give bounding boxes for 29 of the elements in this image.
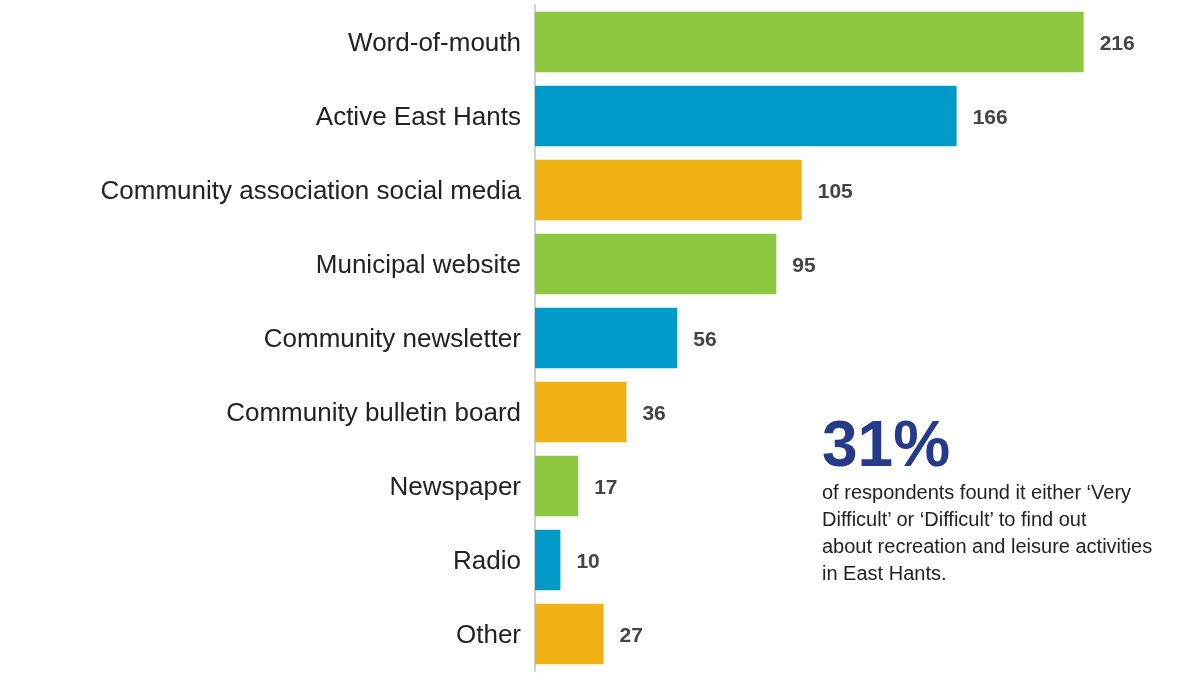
bar [535, 455, 579, 517]
data-label: 36 [642, 400, 666, 424]
annotation: 31% [822, 408, 951, 480]
y-tick-label: Community association social media [100, 175, 522, 205]
data-label: 56 [693, 326, 717, 350]
data-label: 27 [619, 622, 643, 646]
bar [535, 233, 777, 295]
bar [535, 11, 1084, 73]
bar [535, 381, 627, 443]
y-tick-label: Community newsletter [263, 323, 522, 353]
data-label: 10 [576, 548, 600, 572]
data-label: 105 [817, 178, 854, 202]
bar [535, 529, 561, 591]
data-label: 166 [972, 104, 1008, 128]
y-tick-label: Radio [453, 545, 521, 575]
data-label: 17 [594, 474, 618, 498]
bar [535, 307, 678, 369]
data-label: 216 [1099, 30, 1135, 54]
y-tick-label: Newspaper [389, 471, 522, 501]
y-tick-label: Word-of-mouth [348, 27, 521, 57]
bar [535, 85, 957, 147]
bar [535, 603, 604, 665]
annotation: of respondents found it either ‘Very Difficult’ or ‘Difficult’ to find out about recreation and leisure activities in East Hants. [822, 480, 1158, 584]
y-tick-label: Municipal website [315, 249, 521, 279]
y-tick-label: Community bulletin board [226, 397, 521, 427]
data-label: 95 [792, 252, 816, 276]
bar [535, 159, 802, 221]
y-tick-label: Active East Hants [315, 101, 521, 131]
y-tick-label: Other [455, 619, 522, 649]
